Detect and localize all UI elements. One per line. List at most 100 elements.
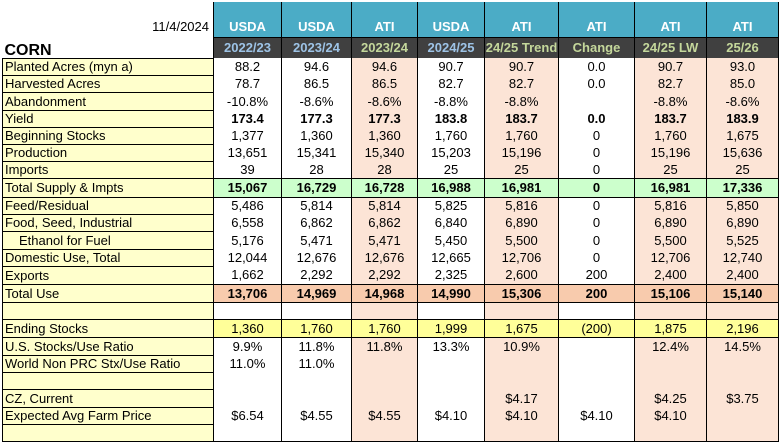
data-cell[interactable]: -8.8% bbox=[417, 92, 485, 110]
data-cell[interactable]: 1,675 bbox=[484, 318, 559, 338]
data-cell[interactable]: 0 bbox=[558, 249, 635, 266]
data-cell[interactable]: 85.0 bbox=[706, 75, 779, 92]
data-cell[interactable] bbox=[213, 424, 282, 442]
data-cell[interactable] bbox=[351, 355, 418, 372]
data-cell[interactable]: 200 bbox=[558, 283, 635, 303]
data-cell[interactable]: 0 bbox=[558, 161, 635, 178]
data-cell[interactable] bbox=[706, 355, 779, 372]
data-cell[interactable]: 5,850 bbox=[706, 197, 779, 214]
data-cell[interactable] bbox=[558, 424, 635, 442]
data-cell[interactable] bbox=[281, 372, 352, 389]
data-cell[interactable]: 15,106 bbox=[634, 283, 707, 303]
data-cell[interactable]: 6,862 bbox=[351, 214, 418, 231]
data-cell[interactable]: 25 bbox=[706, 161, 779, 178]
data-cell[interactable]: 183.7 bbox=[484, 110, 559, 127]
data-cell[interactable]: 0 bbox=[558, 127, 635, 144]
data-cell[interactable]: 5,816 bbox=[634, 197, 707, 214]
row-label[interactable] bbox=[2, 301, 214, 320]
data-cell[interactable]: 10.9% bbox=[484, 337, 559, 355]
data-cell[interactable] bbox=[706, 424, 779, 442]
data-cell[interactable] bbox=[706, 302, 779, 319]
data-cell[interactable]: 183.9 bbox=[706, 110, 779, 127]
row-label[interactable]: Imports bbox=[2, 160, 214, 179]
data-cell[interactable]: 6,558 bbox=[213, 214, 282, 231]
data-cell[interactable]: 2,600 bbox=[484, 266, 559, 284]
data-cell[interactable]: 1,999 bbox=[417, 318, 485, 338]
data-cell[interactable]: 17,336 bbox=[706, 177, 779, 198]
data-cell[interactable]: 11.0% bbox=[281, 355, 352, 372]
data-cell[interactable]: 86.5 bbox=[281, 75, 352, 92]
data-cell[interactable]: 1,360 bbox=[351, 127, 418, 144]
data-cell[interactable]: 0 bbox=[558, 144, 635, 161]
data-cell[interactable]: 94.6 bbox=[351, 58, 418, 75]
data-cell[interactable]: $6.54 bbox=[213, 407, 282, 424]
data-cell[interactable]: 15,341 bbox=[281, 144, 352, 161]
data-cell[interactable]: 6,890 bbox=[634, 214, 707, 231]
data-cell[interactable]: $3.75 bbox=[706, 389, 779, 407]
row-label[interactable]: U.S. Stocks/Use Ratio bbox=[2, 336, 214, 356]
data-cell[interactable]: 14.5% bbox=[706, 337, 779, 355]
data-cell[interactable]: 12,706 bbox=[634, 249, 707, 266]
data-cell[interactable]: 12,665 bbox=[417, 249, 485, 266]
data-cell[interactable]: $4.10 bbox=[417, 407, 485, 424]
row-label[interactable]: Ending Stocks bbox=[2, 318, 214, 338]
data-cell[interactable]: $4.17 bbox=[484, 389, 559, 407]
row-label[interactable]: Total Use bbox=[2, 283, 214, 303]
data-cell[interactable] bbox=[484, 302, 559, 319]
data-cell[interactable]: 25 bbox=[417, 161, 485, 178]
data-cell[interactable]: 1,675 bbox=[706, 127, 779, 144]
data-cell[interactable]: 0 bbox=[558, 197, 635, 214]
data-cell[interactable]: 14,990 bbox=[417, 283, 485, 303]
data-cell[interactable]: -8.6% bbox=[351, 92, 418, 110]
data-cell[interactable]: 0 bbox=[558, 231, 635, 249]
data-cell[interactable]: 2,292 bbox=[351, 266, 418, 284]
data-cell[interactable]: 0.0 bbox=[558, 110, 635, 127]
data-cell[interactable]: 15,203 bbox=[417, 144, 485, 161]
data-cell[interactable]: -8.6% bbox=[281, 92, 352, 110]
data-cell[interactable] bbox=[351, 389, 418, 407]
data-cell[interactable]: 5,816 bbox=[484, 197, 559, 214]
data-cell[interactable] bbox=[213, 389, 282, 407]
row-label[interactable]: Exports bbox=[2, 265, 214, 285]
data-cell[interactable]: 5,450 bbox=[417, 231, 485, 249]
row-label[interactable]: World Non PRC Stx/Use Ratio bbox=[2, 354, 214, 373]
data-cell[interactable]: 200 bbox=[558, 266, 635, 284]
data-cell[interactable]: 78.7 bbox=[213, 75, 282, 92]
data-cell[interactable]: 183.8 bbox=[417, 110, 485, 127]
row-label[interactable]: Food, Seed, Industrial bbox=[2, 213, 214, 232]
data-cell[interactable]: 0 bbox=[558, 214, 635, 231]
data-cell[interactable] bbox=[351, 424, 418, 442]
data-cell[interactable]: $4.10 bbox=[634, 407, 707, 424]
row-label[interactable] bbox=[2, 371, 214, 390]
data-cell[interactable] bbox=[558, 372, 635, 389]
data-cell[interactable]: 12.4% bbox=[634, 337, 707, 355]
data-cell[interactable]: 5,500 bbox=[634, 231, 707, 249]
data-cell[interactable]: 1,360 bbox=[281, 127, 352, 144]
row-label[interactable]: Beginning Stocks bbox=[2, 126, 214, 145]
data-cell[interactable] bbox=[484, 355, 559, 372]
data-cell[interactable] bbox=[484, 424, 559, 442]
data-cell[interactable]: 82.7 bbox=[634, 75, 707, 92]
data-cell[interactable]: $4.25 bbox=[634, 389, 707, 407]
data-cell[interactable]: 86.5 bbox=[351, 75, 418, 92]
data-cell[interactable]: 183.7 bbox=[634, 110, 707, 127]
data-cell[interactable]: 15,636 bbox=[706, 144, 779, 161]
data-cell[interactable]: 5,176 bbox=[213, 231, 282, 249]
data-cell[interactable]: 0.0 bbox=[558, 58, 635, 75]
data-cell[interactable] bbox=[634, 355, 707, 372]
data-cell[interactable]: 14,969 bbox=[281, 283, 352, 303]
data-cell[interactable]: 28 bbox=[281, 161, 352, 178]
data-cell[interactable]: 9.9% bbox=[213, 337, 282, 355]
data-cell[interactable] bbox=[558, 389, 635, 407]
data-cell[interactable] bbox=[706, 407, 779, 424]
data-cell[interactable] bbox=[634, 424, 707, 442]
data-cell[interactable] bbox=[484, 372, 559, 389]
data-cell[interactable]: -10.8% bbox=[213, 92, 282, 110]
data-cell[interactable]: 1,760 bbox=[417, 127, 485, 144]
data-cell[interactable]: 6,840 bbox=[417, 214, 485, 231]
data-cell[interactable] bbox=[417, 389, 485, 407]
data-cell[interactable]: 12,676 bbox=[351, 249, 418, 266]
data-cell[interactable]: 16,729 bbox=[281, 177, 352, 198]
data-cell[interactable]: 11.8% bbox=[351, 337, 418, 355]
data-cell[interactable]: 1,360 bbox=[213, 318, 282, 338]
